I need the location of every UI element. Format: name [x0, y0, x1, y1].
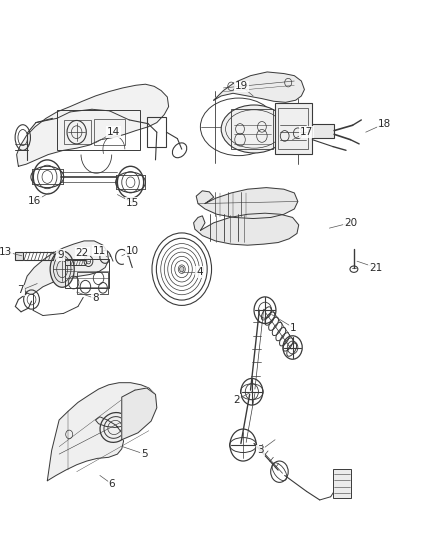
Polygon shape: [24, 241, 109, 294]
Bar: [278, 108, 308, 149]
Text: 18: 18: [378, 119, 391, 128]
Text: 19: 19: [235, 82, 248, 91]
Text: 14: 14: [107, 127, 120, 137]
Bar: [275, 103, 312, 154]
Text: 3: 3: [257, 446, 264, 455]
Bar: [77, 272, 108, 294]
Text: 4: 4: [196, 267, 203, 277]
Text: 20: 20: [344, 218, 357, 228]
Text: 17: 17: [300, 127, 313, 137]
Text: 15: 15: [126, 198, 139, 207]
Bar: [57, 110, 140, 150]
Text: 22: 22: [76, 248, 89, 258]
Polygon shape: [194, 213, 299, 245]
Text: 7: 7: [17, 286, 24, 295]
Bar: [231, 109, 273, 149]
Text: 16: 16: [28, 197, 41, 206]
Polygon shape: [122, 388, 157, 440]
Text: 11: 11: [93, 246, 106, 255]
Polygon shape: [214, 72, 304, 102]
Text: 13: 13: [0, 247, 12, 256]
Polygon shape: [47, 383, 155, 481]
Text: 2: 2: [233, 395, 240, 405]
Ellipse shape: [221, 105, 287, 153]
Text: 1: 1: [290, 323, 297, 333]
Text: 6: 6: [108, 479, 115, 489]
Bar: [65, 259, 109, 288]
Bar: [312, 124, 334, 138]
Text: 9: 9: [57, 250, 64, 260]
Bar: [147, 117, 166, 147]
Ellipse shape: [50, 251, 74, 287]
Polygon shape: [196, 188, 298, 219]
Text: 10: 10: [126, 246, 139, 255]
Bar: [333, 469, 351, 498]
Polygon shape: [17, 84, 169, 166]
Bar: [15, 252, 23, 260]
Bar: [65, 260, 70, 265]
Text: 5: 5: [141, 449, 148, 459]
Bar: [94, 119, 125, 145]
Text: 21: 21: [369, 263, 382, 272]
Text: 8: 8: [92, 294, 99, 303]
Bar: [64, 120, 91, 144]
Circle shape: [180, 266, 184, 272]
